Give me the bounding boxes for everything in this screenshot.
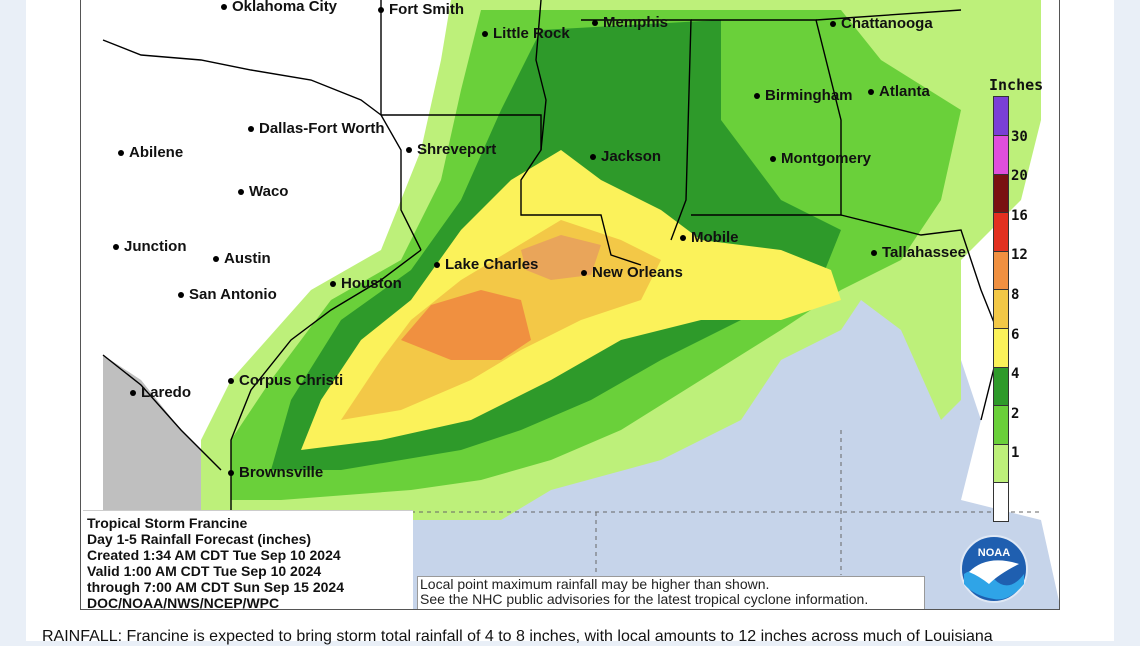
city-dot xyxy=(754,93,760,99)
city-label: Brownsville xyxy=(239,464,324,481)
legend-swatch xyxy=(993,405,1009,445)
city-dot xyxy=(434,262,440,268)
legend-tick-label: 2 xyxy=(1011,405,1020,422)
legend-swatch xyxy=(993,135,1009,175)
city-label: Fort Smith xyxy=(389,1,464,18)
city-dot xyxy=(248,126,254,132)
forecast-title: Day 1-5 Rainfall Forecast (inches) xyxy=(87,531,312,547)
city-label: Junction xyxy=(124,238,187,255)
legend-tick-label: 30 xyxy=(1011,128,1028,145)
legend-swatch xyxy=(993,250,1009,291)
disclaimer-line-2: See the NHC public advisories for the la… xyxy=(420,591,869,607)
marine-boundary xyxy=(411,430,1041,575)
city-dot xyxy=(592,20,598,26)
city-dot xyxy=(130,390,136,396)
city-label: New Orleans xyxy=(592,264,683,281)
legend-tick-label: 4 xyxy=(1011,366,1020,383)
city-label: Little Rock xyxy=(493,25,570,42)
city-dot xyxy=(228,470,234,476)
city-label: Tallahassee xyxy=(882,244,966,261)
city-label: Corpus Christi xyxy=(239,372,344,389)
city-dot xyxy=(770,156,776,162)
city-label: Waco xyxy=(249,183,289,200)
state-lines xyxy=(102,0,1002,510)
city-dot xyxy=(378,7,384,13)
legend-swatch xyxy=(993,289,1009,329)
city-label: Houston xyxy=(341,275,402,292)
city-dot xyxy=(330,281,336,287)
noaa-logo: NOAA xyxy=(960,535,1028,603)
city-label: Dallas-Fort Worth xyxy=(259,120,385,137)
city-label: Memphis xyxy=(603,14,669,31)
legend-swatch xyxy=(993,482,1009,522)
legend-swatch xyxy=(993,443,1009,484)
city-label: Atlanta xyxy=(879,83,930,100)
legend-tick-label: 20 xyxy=(1011,168,1028,185)
city-label: Mobile xyxy=(691,229,739,246)
city-label: Shreveport xyxy=(417,141,497,158)
city-dot xyxy=(680,235,686,241)
legend-swatch xyxy=(993,366,1009,407)
city-dot xyxy=(221,4,227,10)
city-label: Oklahoma City xyxy=(232,0,338,15)
city-dot xyxy=(830,21,836,27)
city-label: Abilene xyxy=(129,144,184,161)
disclaimer-box: Local point maximum rainfall may be high… xyxy=(417,576,925,609)
legend-swatch xyxy=(993,173,1009,214)
city-label: Lake Charles xyxy=(445,256,539,273)
map-graphic xyxy=(81,0,1059,609)
forecast-info-box: Tropical Storm Francine Day 1-5 Rainfall… xyxy=(83,510,413,610)
rain-12in-la xyxy=(521,235,601,280)
noaa-logo-text: NOAA xyxy=(978,547,1010,559)
city-dot xyxy=(178,292,184,298)
city-label: Jackson xyxy=(601,148,662,165)
legend-swatch xyxy=(993,212,1009,252)
legend-title: Inches xyxy=(989,76,1044,94)
rainfall-caption: RAINFALL: Francine is expected to bring … xyxy=(42,628,993,645)
city-label: Birmingham xyxy=(765,87,853,104)
disclaimer-line-1: Local point maximum rainfall may be high… xyxy=(420,576,770,592)
rain-12in xyxy=(401,290,531,360)
city-dot xyxy=(113,244,119,250)
legend-swatch xyxy=(993,96,1009,136)
created-time: Created 1:34 AM CDT Tue Sep 10 2024 xyxy=(87,547,341,563)
city-label: Austin xyxy=(224,250,271,267)
city-dot xyxy=(482,31,488,37)
city-dot xyxy=(871,250,877,256)
city-label: Montgomery xyxy=(781,150,871,167)
rainfall-map: Inches 30 20 16 12 8 6 4 2 1 Oklahoma City Fort S… xyxy=(80,0,1060,610)
city-label: San Antonio xyxy=(189,286,277,303)
city-dot xyxy=(581,270,587,276)
valid-time: Valid 1:00 AM CDT Tue Sep 10 2024 xyxy=(87,563,322,579)
legend-tick-label: 12 xyxy=(1011,247,1028,264)
city-dot xyxy=(118,150,124,156)
city-dot xyxy=(213,256,219,262)
through-time: through 7:00 AM CDT Sun Sep 15 2024 xyxy=(87,579,344,595)
storm-name: Tropical Storm Francine xyxy=(87,515,248,531)
legend-swatch xyxy=(993,327,1009,368)
city-dot xyxy=(590,154,596,160)
legend-bar xyxy=(993,96,1009,522)
legend-tick-label: 16 xyxy=(1011,207,1028,224)
city-label: Laredo xyxy=(141,384,192,401)
legend-tick-label: 1 xyxy=(1011,445,1020,462)
source-credit: DOC/NOAA/NWS/NCEP/WPC xyxy=(87,595,280,610)
city-dot xyxy=(406,147,412,153)
city-dot xyxy=(238,189,244,195)
legend-tick-label: 6 xyxy=(1011,326,1020,343)
city-dot xyxy=(868,89,874,95)
city-dot xyxy=(228,378,234,384)
legend-tick-label: 8 xyxy=(1011,287,1020,303)
city-label: Chattanooga xyxy=(841,15,933,32)
